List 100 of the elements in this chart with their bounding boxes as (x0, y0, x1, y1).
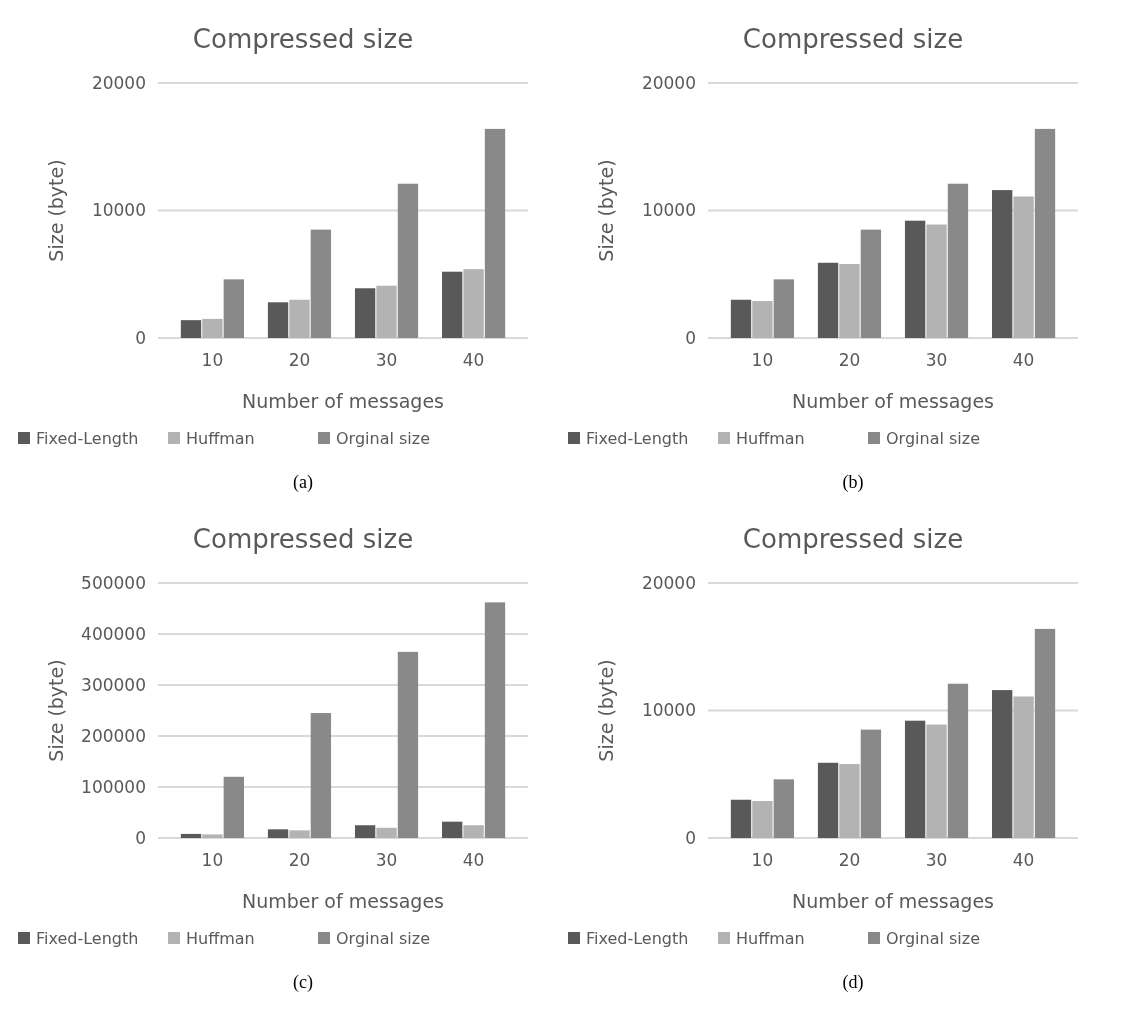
y-axis-title: Size (byte) (45, 159, 67, 262)
y-tick-label: 0 (685, 827, 696, 848)
legend-label: Orginal size (886, 928, 980, 948)
bar (310, 229, 332, 338)
bar (180, 833, 202, 838)
bar (1013, 696, 1034, 838)
bar (463, 269, 484, 338)
bar (926, 224, 947, 338)
bar (397, 651, 419, 838)
x-axis-title: Number of messages (241, 390, 445, 412)
y-tick-label: 20000 (641, 72, 696, 93)
x-tick-label: 10 (201, 850, 224, 870)
bar (992, 690, 1013, 838)
y-tick-label: 0 (135, 827, 146, 848)
legend-label: Orginal size (336, 928, 430, 948)
y-axis-title: Size (byte) (45, 659, 67, 762)
x-tick-label: 30 (375, 350, 398, 370)
x-tick-label: 20 (288, 350, 311, 370)
bar (202, 318, 223, 338)
x-axis-title: Number of messages (791, 390, 995, 412)
x-tick-label: 20 (288, 850, 311, 870)
x-tick-label: 40 (462, 850, 485, 870)
legend-label: Fixed-Length (36, 928, 139, 948)
y-tick-label: 500000 (81, 572, 146, 593)
y-tick-label: 300000 (81, 674, 146, 695)
bar (860, 229, 882, 338)
x-tick-label: 40 (462, 350, 485, 370)
chart-title: Compressed size (192, 24, 414, 54)
bar (992, 190, 1013, 338)
bar (730, 799, 752, 838)
y-tick-label: 0 (685, 327, 696, 348)
legend-label: Huffman (186, 928, 255, 948)
bar (730, 299, 752, 338)
bar (463, 825, 484, 838)
legend-label: Huffman (736, 928, 805, 948)
bar (180, 320, 202, 338)
bar (817, 262, 839, 338)
bar (752, 801, 773, 838)
bar (773, 779, 794, 838)
chart-title: Compressed size (742, 524, 964, 554)
legend-label: Fixed-Length (586, 428, 689, 448)
bar (904, 720, 926, 838)
x-tick-label: 40 (1012, 350, 1035, 370)
x-tick-label: 10 (201, 350, 224, 370)
legend-label: Orginal size (336, 428, 430, 448)
y-tick-label: 400000 (81, 623, 146, 644)
x-axis-title: Number of messages (241, 890, 445, 912)
legend-label: Huffman (736, 428, 805, 448)
bar (947, 683, 969, 838)
x-tick-label: 40 (1012, 850, 1035, 870)
y-tick-label: 0 (135, 327, 146, 348)
x-axis-title: Number of messages (791, 890, 995, 912)
bar (839, 264, 860, 338)
bar (442, 271, 463, 338)
x-tick-label: 20 (838, 350, 861, 370)
bar (773, 279, 794, 338)
bar (817, 762, 839, 838)
bar (1034, 628, 1056, 838)
bar (752, 301, 773, 338)
bar (484, 602, 506, 838)
legend-label: Fixed-Length (36, 428, 139, 448)
bar (1013, 196, 1034, 338)
bar (354, 825, 376, 838)
chart-title: Compressed size (192, 524, 414, 554)
y-tick-label: 20000 (91, 72, 146, 93)
y-tick-label: 10000 (641, 700, 696, 721)
bar (860, 729, 882, 838)
text: (a) (293, 472, 313, 493)
x-tick-label: 30 (375, 850, 398, 870)
legend-label: Orginal size (886, 428, 980, 448)
x-tick-label: 30 (925, 350, 948, 370)
text: (b) (842, 472, 864, 493)
y-tick-label: 200000 (81, 725, 146, 746)
x-tick-label: 20 (838, 850, 861, 870)
legend-label: Fixed-Length (586, 928, 689, 948)
y-axis-title: Size (byte) (595, 159, 617, 262)
bar (223, 776, 244, 838)
bar (202, 834, 223, 838)
y-axis-title: Size (byte) (595, 659, 617, 762)
bar (310, 713, 332, 838)
bar (947, 183, 969, 338)
legend-label: Huffman (186, 428, 255, 448)
bar (1034, 128, 1056, 338)
y-tick-label: 10000 (641, 200, 696, 221)
bar (484, 128, 506, 338)
bar (397, 183, 419, 338)
y-tick-label: 20000 (641, 572, 696, 593)
bar (289, 299, 310, 338)
bar (904, 220, 926, 338)
y-tick-label: 10000 (91, 200, 146, 221)
bar (839, 764, 860, 838)
bar (376, 285, 397, 338)
y-tick-label: 100000 (81, 776, 146, 797)
bar (354, 288, 376, 338)
x-tick-label: 10 (751, 850, 774, 870)
bar (289, 830, 310, 838)
chart-title: Compressed size (742, 24, 964, 54)
bar (223, 279, 244, 338)
bar (442, 821, 463, 838)
bar (267, 302, 289, 338)
